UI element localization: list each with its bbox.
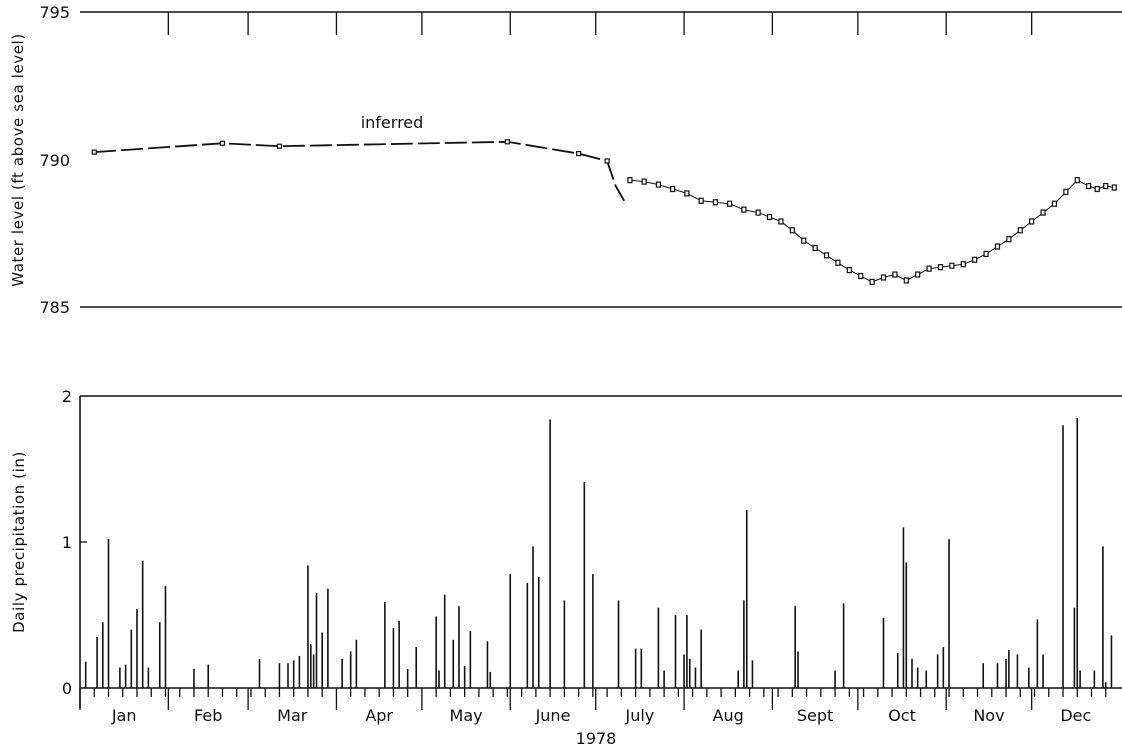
- month-label: Nov: [973, 706, 1004, 725]
- measured-point: [1094, 185, 1100, 193]
- month-label: July: [624, 706, 654, 725]
- measured-point: [684, 190, 690, 197]
- measured-point: [712, 199, 718, 206]
- month-label: Feb: [194, 706, 222, 725]
- measured-point: [778, 218, 784, 225]
- inferred-point: [219, 140, 226, 146]
- measured-point: [727, 200, 733, 207]
- inferred-point: [276, 143, 283, 149]
- water-level-tick-label: 790: [39, 151, 70, 170]
- measured-point: [869, 278, 875, 286]
- measured-point: [1040, 209, 1046, 216]
- inferred-point: [504, 139, 510, 145]
- precipitation-tick-label: 1: [62, 533, 72, 552]
- measured-point: [949, 262, 955, 269]
- water-level-tick-label: 795: [39, 3, 70, 22]
- measured-point: [789, 227, 795, 234]
- measured-point: [766, 213, 773, 221]
- measured-point: [1103, 182, 1109, 190]
- measured-point: [655, 181, 662, 188]
- measured-point: [1086, 182, 1092, 190]
- month-label: Oct: [888, 706, 916, 725]
- inferred-water-level-line: [94, 140, 625, 202]
- water-level-axis-label: Water level (ft above sea level): [9, 33, 27, 287]
- measured-point: [1111, 184, 1117, 191]
- measured-point: [1063, 188, 1069, 196]
- water-level-month-ticks: [167, 12, 1033, 35]
- measured-point: [812, 244, 818, 252]
- measured-point: [755, 209, 761, 216]
- month-label: Aug: [713, 706, 744, 725]
- inferred-point: [604, 158, 610, 164]
- precipitation-panel: 2 1 0 Daily precipitation (in) Jan Feb Mar…: [10, 387, 1122, 748]
- measured-point: [903, 277, 909, 284]
- measured-point: [915, 271, 921, 278]
- month-label: Apr: [365, 706, 393, 725]
- water-level-points: [91, 139, 1117, 286]
- measured-point: [823, 252, 830, 259]
- measured-point: [1006, 236, 1012, 243]
- year-label: 1978: [576, 729, 617, 748]
- measured-point: [972, 256, 978, 263]
- measured-water-level-line: [629, 179, 1115, 283]
- measured-point: [698, 197, 704, 204]
- measured-point: [892, 271, 898, 278]
- measured-point: [858, 272, 864, 280]
- measured-point: [926, 265, 932, 272]
- month-label: Sept: [797, 706, 833, 725]
- month-label: Dec: [1060, 706, 1091, 725]
- measured-point: [641, 178, 647, 185]
- inferred-point: [91, 149, 97, 155]
- measured-point: [846, 267, 852, 274]
- measured-point: [670, 185, 676, 193]
- month-label: June: [535, 706, 571, 725]
- precipitation-day-ticks: [79, 688, 1107, 710]
- month-label: May: [450, 706, 483, 725]
- month-labels: Jan Feb Mar Apr May June July Aug Sept Oct Nov Dec: [111, 706, 1091, 725]
- measured-point: [741, 206, 747, 213]
- month-label: Mar: [277, 706, 308, 725]
- water-level-tick-label: 785: [39, 298, 70, 317]
- precipitation-tick-label: 0: [62, 679, 72, 698]
- measured-point: [1074, 177, 1080, 184]
- measured-point: [835, 259, 841, 266]
- measured-point: [1051, 200, 1058, 207]
- measured-point: [960, 261, 966, 268]
- measured-point: [880, 274, 887, 281]
- inferred-point: [576, 151, 582, 157]
- measured-point: [1029, 218, 1035, 225]
- precipitation-tick-label: 2: [62, 387, 72, 406]
- precipitation-bars: [84, 417, 1113, 688]
- precipitation-axis-label: Daily precipitation (in): [10, 451, 28, 633]
- measured-point: [801, 237, 807, 244]
- measured-point: [627, 177, 633, 184]
- inferred-annotation: inferred: [361, 113, 424, 132]
- month-label: Jan: [111, 706, 137, 725]
- measured-point: [937, 264, 944, 271]
- measured-point: [994, 243, 1001, 250]
- water-level-panel: 795 790 785 Water level (ft above sea le…: [9, 3, 1122, 317]
- measured-point: [983, 250, 989, 257]
- measured-point: [1017, 227, 1023, 234]
